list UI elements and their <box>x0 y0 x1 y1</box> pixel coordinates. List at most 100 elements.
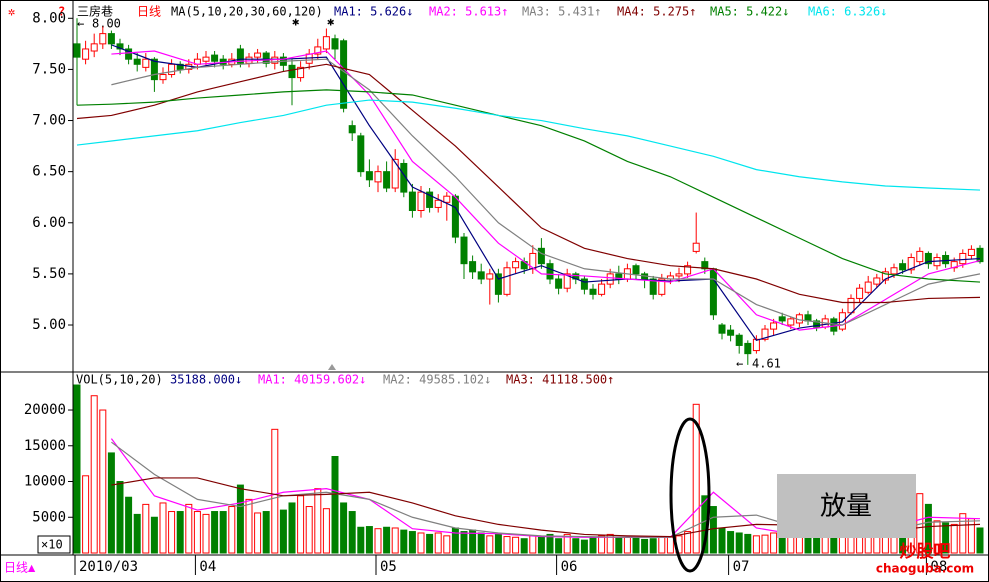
volume-bar <box>976 527 984 554</box>
volume-bar <box>761 534 769 554</box>
candle-body <box>107 33 115 45</box>
candle-body <box>830 318 838 332</box>
volume-bar <box>348 511 356 554</box>
x-tick-label: 06 <box>561 559 578 575</box>
candle-body <box>761 328 769 340</box>
candle-body <box>701 261 709 270</box>
x-tick-label: 05 <box>380 559 397 575</box>
volume-bar <box>684 531 692 554</box>
candle-body <box>383 171 391 189</box>
watermark: 炒股吧 <box>900 542 951 562</box>
volume-bar <box>202 513 210 554</box>
ma-header: MA(5,10,20,30,60,120) <box>171 5 323 19</box>
ma-line <box>76 63 981 304</box>
candle-body <box>133 58 141 65</box>
volume-bar <box>219 511 227 554</box>
candle-body <box>297 66 305 79</box>
candle-body <box>262 52 270 64</box>
candle-body <box>451 195 459 238</box>
ma-line <box>111 58 981 326</box>
high-arrow: ← <box>77 17 84 31</box>
candle-body <box>142 58 150 68</box>
candle-body <box>90 43 98 52</box>
volume-bar <box>959 513 967 554</box>
volume-bar <box>924 503 932 554</box>
volume-bar <box>99 409 107 554</box>
volume-bar <box>830 536 838 554</box>
candle-body <box>684 265 692 275</box>
volume-bar <box>383 526 391 554</box>
volume-bar <box>150 516 158 554</box>
volume-bar <box>73 384 81 554</box>
candle-body <box>125 48 133 60</box>
volume-bar <box>185 503 193 554</box>
candle-body <box>322 36 330 50</box>
icon: ✲ <box>8 5 15 19</box>
candle-body <box>924 252 932 265</box>
volume-bar <box>374 528 382 554</box>
y-tick-label: 10000 <box>24 474 66 490</box>
vol-label: 35188.000↓ <box>170 373 242 387</box>
ma-label: MA5: 5.422↓ <box>710 5 789 19</box>
volume-bar <box>417 532 425 554</box>
candle-body <box>735 334 743 346</box>
candle-body <box>856 287 864 299</box>
candle-body <box>589 288 597 295</box>
x-tick-label: 07 <box>733 559 750 575</box>
volume-bar <box>666 536 674 554</box>
volume-bar <box>537 536 545 554</box>
volume-bar <box>813 536 821 554</box>
volume-bar <box>357 526 365 554</box>
volume-bar <box>735 532 743 554</box>
volume-bar <box>572 538 580 554</box>
candle-body <box>546 263 554 280</box>
volume-bar <box>486 535 494 554</box>
stock-name: 三房巷 <box>77 4 113 19</box>
ma-label: MA2: 5.613↑ <box>429 5 508 19</box>
marker: ✱ <box>292 15 299 29</box>
volume-bar <box>236 484 244 554</box>
volume-bar <box>641 538 649 554</box>
candle-body <box>236 48 244 64</box>
ma-line <box>111 44 981 342</box>
candle-body <box>159 74 167 81</box>
volume-bar <box>305 506 313 554</box>
volume-bar <box>649 538 657 554</box>
candle-body <box>580 278 588 290</box>
volume-bar <box>529 535 537 554</box>
multiplier-box <box>37 535 71 554</box>
candle-body <box>417 191 425 212</box>
volume-bar <box>787 536 795 554</box>
callout: 放量 <box>820 492 872 522</box>
volume-bar <box>245 498 253 554</box>
volume-bar <box>494 533 502 554</box>
volume-bar <box>821 535 829 554</box>
volume-bar <box>297 495 305 554</box>
candle-body <box>804 314 812 322</box>
volume-bar <box>211 511 219 554</box>
candle-body <box>73 43 81 58</box>
candle-body <box>400 162 408 193</box>
candle-body <box>606 273 614 285</box>
volume-bar <box>365 526 373 554</box>
ma-line <box>76 89 981 283</box>
candle-body <box>512 261 520 269</box>
candle-body <box>907 257 915 271</box>
x-tick-label: 08 <box>930 559 947 575</box>
volume-bar <box>718 527 726 554</box>
vol-label: MA3: 41118.500↑ <box>506 373 614 387</box>
volume-bar <box>142 503 150 554</box>
volume-bar <box>598 535 606 554</box>
highlight-ellipse <box>669 417 711 573</box>
candle-body <box>692 242 700 252</box>
volume-bar <box>254 512 262 554</box>
volume-bar <box>408 531 416 554</box>
volume-bar <box>340 502 348 554</box>
candle-body <box>426 191 434 208</box>
scroll-marker <box>328 364 336 370</box>
volume-bar <box>692 403 700 554</box>
candle-body <box>365 171 373 181</box>
volume-bar <box>90 395 98 554</box>
candle-body <box>813 320 821 328</box>
